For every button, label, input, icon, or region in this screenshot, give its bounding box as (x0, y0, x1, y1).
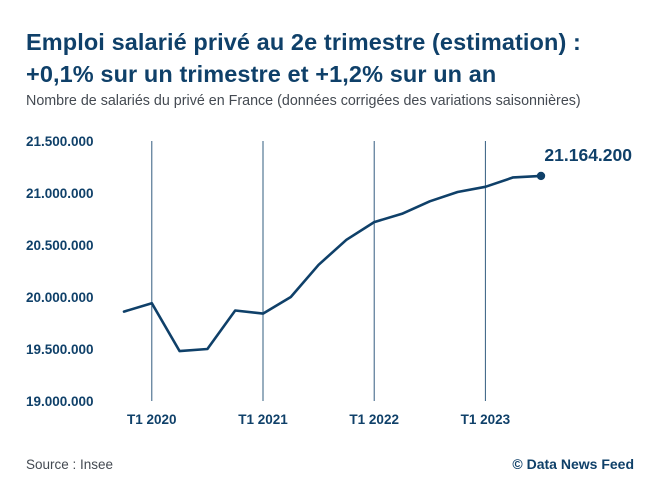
x-tick-label: T1 2022 (349, 412, 399, 427)
y-tick-label: 20.000.000 (26, 290, 94, 305)
y-tick-label: 21.000.000 (26, 186, 94, 201)
credit-label: © Data News Feed (512, 456, 634, 472)
series-line (122, 174, 543, 353)
x-tick-label: T1 2020 (127, 412, 177, 427)
x-tick-label: T1 2021 (238, 412, 288, 427)
chart-title: Emploi salarié privé au 2e trimestre (es… (26, 26, 646, 90)
y-tick-label: 19.000.000 (26, 394, 94, 409)
y-tick-label: 21.500.000 (26, 134, 94, 149)
y-tick-label: 19.500.000 (26, 342, 94, 357)
chart-title-line-2: +0,1% sur un trimestre et +1,2% sur un a… (26, 61, 497, 87)
last-point-marker (536, 171, 546, 181)
source-note: Source : Insee (26, 457, 114, 472)
chart-title-line-1: Emploi salarié privé au 2e trimestre (es… (26, 29, 581, 55)
x-tick-label: T1 2023 (461, 412, 511, 427)
chart-subtitle: Nombre de salariés du privé en France (d… (26, 93, 581, 109)
last-value-label: 21.164.200 (544, 145, 632, 165)
y-tick-label: 20.500.000 (26, 238, 94, 253)
